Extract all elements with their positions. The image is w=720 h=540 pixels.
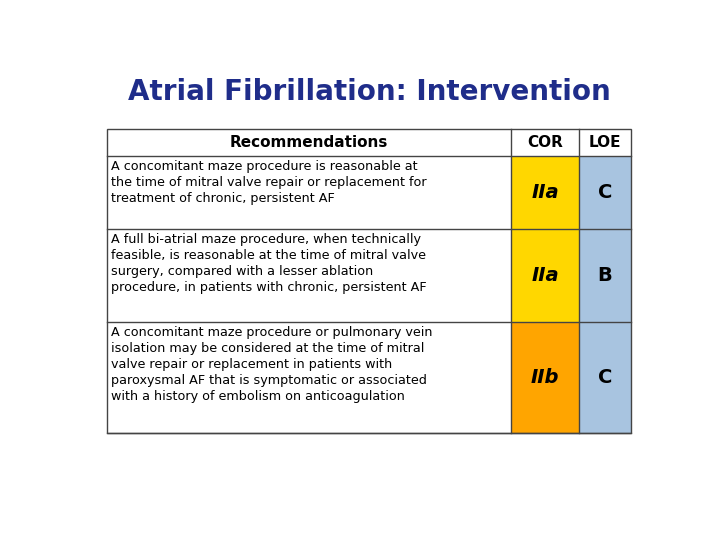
Bar (579, 156, 631, 229)
Text: LOE: LOE (589, 135, 621, 150)
Text: IIb: IIb (531, 368, 559, 387)
Text: C: C (598, 368, 612, 387)
Text: B: B (598, 266, 613, 285)
Bar (511, 156, 579, 229)
Bar (107, 129, 631, 433)
Bar (511, 229, 579, 322)
Bar (579, 229, 631, 322)
Text: IIa: IIa (531, 183, 559, 202)
Text: C: C (598, 183, 612, 202)
Text: A concomitant maze procedure is reasonable at
the time of mitral valve repair or: A concomitant maze procedure is reasonab… (111, 160, 427, 205)
Bar (579, 322, 631, 433)
Bar (511, 322, 579, 433)
Bar (107, 129, 631, 433)
Text: Atrial Fibrillation: Intervention: Atrial Fibrillation: Intervention (127, 78, 611, 106)
Text: A concomitant maze procedure or pulmonary vein
isolation may be considered at th: A concomitant maze procedure or pulmonar… (111, 326, 433, 403)
Text: COR: COR (527, 135, 563, 150)
Text: A full bi-atrial maze procedure, when technically
feasible, is reasonable at the: A full bi-atrial maze procedure, when te… (111, 233, 427, 294)
Text: IIa: IIa (531, 266, 559, 285)
Text: Recommendations: Recommendations (230, 135, 388, 150)
